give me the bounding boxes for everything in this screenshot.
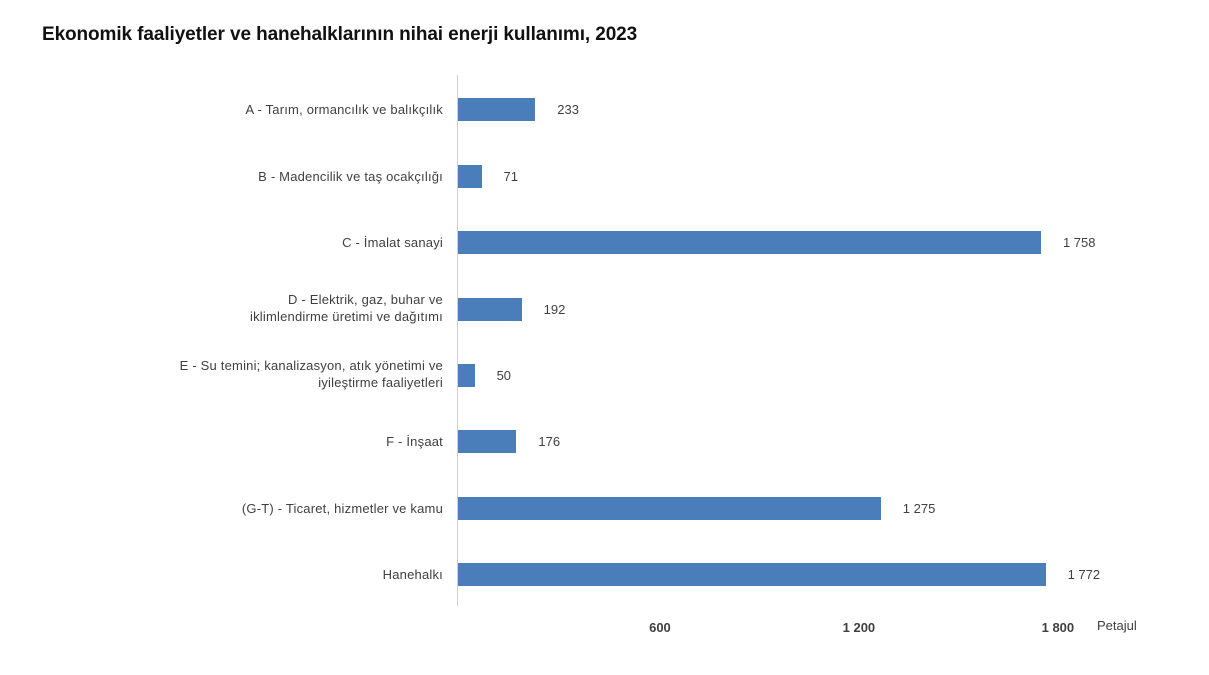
value-label: 1 772: [1067, 567, 1101, 582]
category-label: E - Su temini; kanalizasyon, atık yöneti…: [63, 357, 443, 391]
category-label: Hanehalkı: [63, 566, 443, 583]
category-axis-line: [457, 75, 458, 606]
value-label: 233: [557, 102, 579, 117]
bar-c: [458, 231, 1041, 254]
bar-e: [458, 364, 475, 387]
bar-row-hanehalki: Hanehalkı 1 772: [0, 563, 1209, 587]
category-label: F - İnşaat: [63, 433, 443, 450]
bar-a: [458, 98, 536, 121]
bar-row-b: B - Madencilik ve taş ocakçılığı 71: [0, 165, 1209, 189]
bar-row-c: C - İmalat sanayi 1 758: [0, 231, 1209, 255]
value-label: 1 275: [902, 501, 936, 516]
bar-hanehalki: [458, 563, 1046, 586]
category-label: B - Madencilik ve taş ocakçılığı: [63, 168, 443, 185]
category-label-line: E - Su temini; kanalizasyon, atık yöneti…: [179, 358, 443, 373]
category-label-line: D - Elektrik, gaz, buhar ve: [288, 292, 443, 307]
value-label: 176: [538, 434, 561, 449]
category-label: (G-T) - Ticaret, hizmetler ve kamu: [63, 500, 443, 517]
value-label: 192: [543, 302, 566, 317]
category-label-line: Hanehalkı: [382, 567, 443, 582]
x-tick-label: 1 200: [842, 620, 876, 635]
bar-d: [458, 298, 522, 321]
bar-g-t: [458, 497, 881, 520]
value-label: 71: [503, 169, 518, 184]
category-label-line: iyileştirme faaliyetleri: [318, 375, 443, 390]
category-label: A - Tarım, ormancılık ve balıkçılık: [63, 101, 443, 118]
bar-row-e: E - Su temini; kanalizasyon, atık yöneti…: [0, 358, 1209, 390]
category-label-line: A - Tarım, ormancılık ve balıkçılık: [245, 102, 443, 117]
category-label-line: C - İmalat sanayi: [342, 235, 443, 250]
x-axis-unit-label: Petajul: [1097, 618, 1137, 633]
bar-b: [458, 165, 482, 188]
bar-row-f: F - İnşaat 176: [0, 430, 1209, 454]
category-label-line: B - Madencilik ve taş ocakçılığı: [258, 169, 443, 184]
bar-row-g-t: (G-T) - Ticaret, hizmetler ve kamu 1 275: [0, 497, 1209, 521]
value-label: 50: [496, 368, 512, 383]
bar-row-d: D - Elektrik, gaz, buhar ve iklimlendirm…: [0, 292, 1209, 324]
chart-title: Ekonomik faaliyetler ve hanehalklarının …: [42, 24, 638, 45]
bar-f: [458, 430, 517, 453]
category-label-line: iklimlendirme üretimi ve dağıtımı: [250, 309, 443, 324]
x-tick-label: 1 800: [1041, 620, 1075, 635]
value-label: 1 758: [1062, 235, 1096, 250]
category-label: C - İmalat sanayi: [63, 234, 443, 251]
bar-row-a: A - Tarım, ormancılık ve balıkçılık 233: [0, 98, 1209, 122]
x-tick-label: 600: [649, 620, 671, 635]
category-label-line: (G-T) - Ticaret, hizmetler ve kamu: [241, 501, 443, 516]
category-label-line: F - İnşaat: [386, 434, 443, 449]
category-label: D - Elektrik, gaz, buhar ve iklimlendirm…: [63, 291, 443, 325]
